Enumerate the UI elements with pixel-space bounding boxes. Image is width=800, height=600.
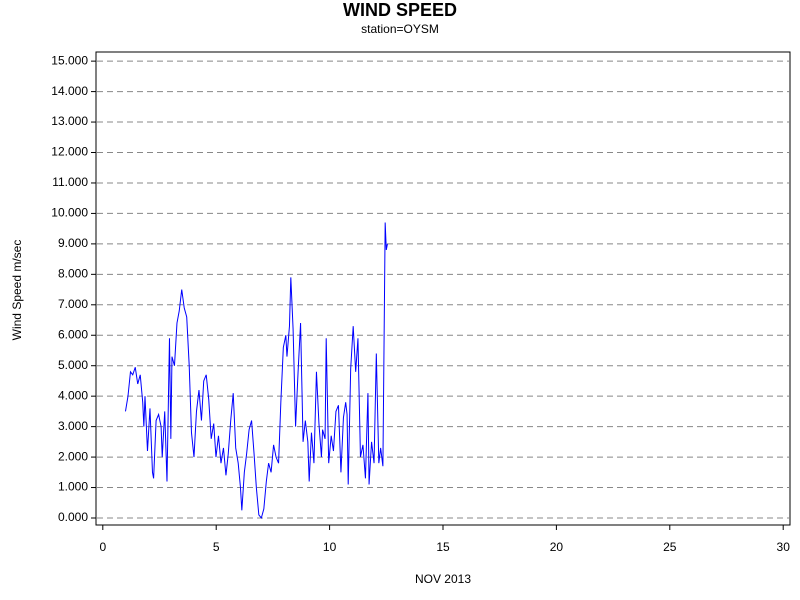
y-tick-label: 12.000 <box>51 145 88 159</box>
x-tick-label: 30 <box>777 540 791 554</box>
y-tick-label: 2.000 <box>58 449 88 463</box>
y-tick-label: 10.000 <box>51 206 88 220</box>
y-tick-label: 13.000 <box>51 114 88 128</box>
y-tick-label: 8.000 <box>58 267 88 281</box>
y-tick-label: 3.000 <box>58 419 88 433</box>
y-tick-label: 15.000 <box>51 53 88 67</box>
chart-subtitle: station=OYSM <box>361 22 439 36</box>
chart-title: WIND SPEED <box>343 0 457 20</box>
y-tick-label: 0.000 <box>58 510 88 524</box>
x-tick-label: 0 <box>99 540 106 554</box>
plot-frame <box>95 51 791 526</box>
y-tick-label: 1.000 <box>58 480 88 494</box>
y-tick-label: 4.000 <box>58 388 88 402</box>
y-tick-label: 14.000 <box>51 84 88 98</box>
y-tick-label: 9.000 <box>58 236 88 250</box>
data-line <box>124 222 388 520</box>
y-tick-label: 11.000 <box>52 175 88 189</box>
y-tick-label: 5.000 <box>58 358 88 372</box>
x-axis-label: NOV 2013 <box>415 572 471 586</box>
x-tick-label: 5 <box>213 540 220 554</box>
y-axis-label: Wind Speed m/sec <box>10 240 24 341</box>
y-tick-label: 6.000 <box>58 327 88 341</box>
x-tick-label: 25 <box>663 540 677 554</box>
x-tick-label: 10 <box>323 540 337 554</box>
x-tick-label: 15 <box>436 540 450 554</box>
y-tick-label: 7.000 <box>58 297 88 311</box>
x-tick-label: 20 <box>550 540 564 554</box>
